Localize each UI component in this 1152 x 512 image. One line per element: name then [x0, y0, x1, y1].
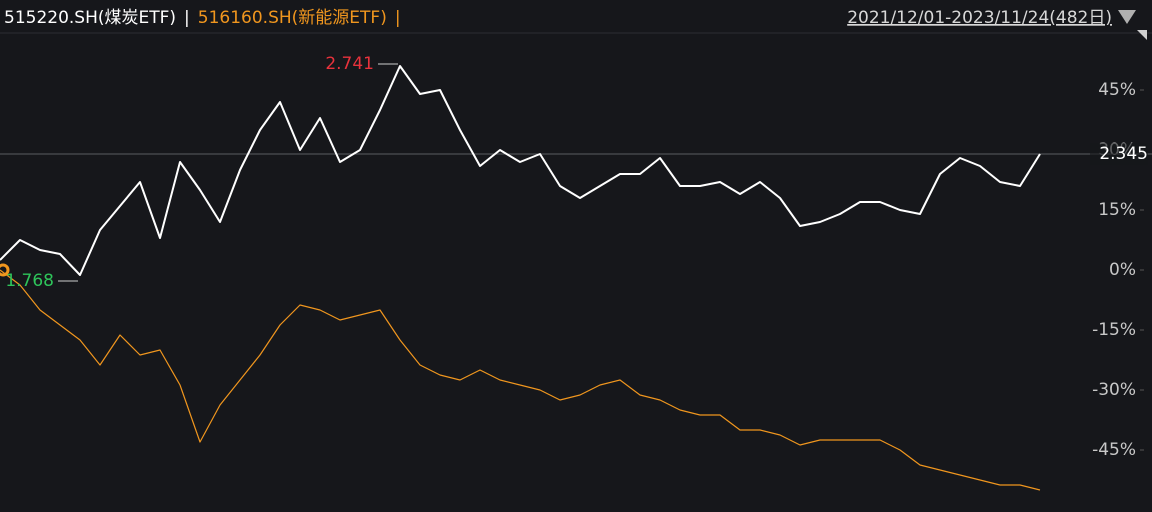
start-marker [0, 263, 10, 277]
min-label: 1.768 [5, 271, 54, 291]
y-tick-label: -45% [1092, 440, 1136, 460]
last-price-badge [1090, 143, 1148, 165]
y-tick-label: 15% [1098, 200, 1136, 220]
y-tick-label: 45% [1098, 80, 1136, 100]
corner-icon [1137, 30, 1147, 40]
y-tick-label: 0% [1109, 260, 1136, 280]
legend-separator: | [184, 8, 190, 28]
last-price-label: 2.345 [1099, 144, 1148, 164]
date-range[interactable]: 2021/12/01-2023/11/24(482日) [847, 8, 1112, 28]
header: 515220.SH(煤炭ETF) | 516160.SH(新能源ETF) | [4, 8, 401, 28]
legend-entry[interactable]: 515220.SH(煤炭ETF) [4, 8, 176, 28]
max-label: 2.741 [325, 54, 374, 74]
legend-separator: | [395, 8, 401, 28]
y-tick-label: -30% [1092, 380, 1136, 400]
series-line [0, 269, 1041, 491]
legend-entry[interactable]: 516160.SH(新能源ETF) [198, 8, 387, 28]
dropdown-icon[interactable] [1118, 10, 1136, 24]
y-tick-label: -15% [1092, 320, 1136, 340]
series-line [0, 65, 1041, 276]
